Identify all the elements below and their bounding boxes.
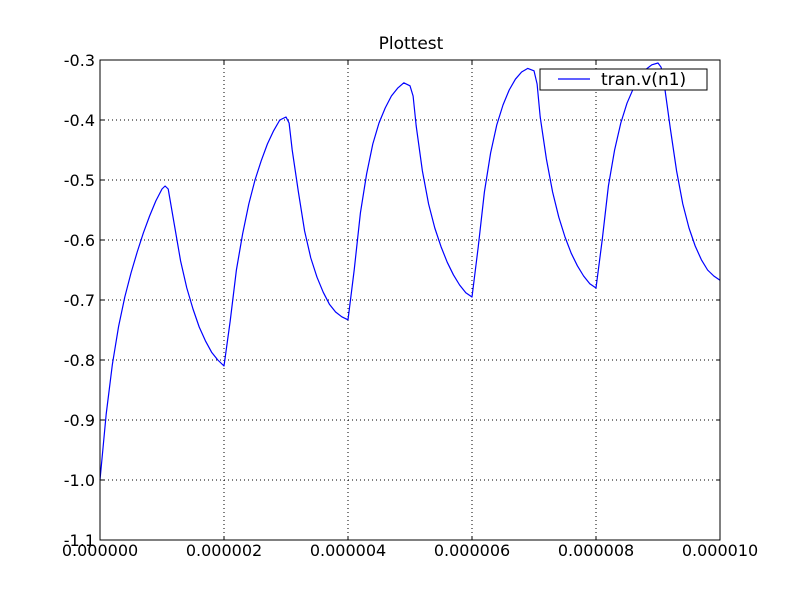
series-line — [99, 62, 721, 481]
tick-layer: 0.000000 0.000002 0.000004 0.000006 0.000008… — [62, 51, 758, 560]
legend: tran.v(n1) — [539, 68, 708, 91]
y-tick-label: -1.0 — [64, 471, 95, 490]
x-tick-label: 0.000010 — [682, 541, 758, 560]
x-tick-label: 0.000008 — [558, 541, 634, 560]
y-tick-label: -0.7 — [64, 291, 95, 310]
y-tick-label: -0.6 — [64, 231, 95, 250]
chart-title: Plottest — [379, 34, 444, 54]
y-tick-label: -0.9 — [64, 411, 95, 430]
x-tick-label: 0.000006 — [434, 541, 510, 560]
y-tick-label: -0.5 — [64, 171, 95, 190]
y-tick-label: -1.1 — [64, 531, 95, 550]
x-tick-label: 0.000004 — [310, 541, 386, 560]
grid-layer — [100, 60, 720, 540]
x-tick-label: 0.000002 — [186, 541, 262, 560]
y-tick-label: -0.4 — [64, 111, 95, 130]
x-tick-label: 0.000000 — [62, 541, 138, 560]
y-tick-label: -0.3 — [64, 51, 95, 70]
legend-box — [539, 68, 708, 91]
series-layer — [99, 62, 721, 481]
y-tick-label: -0.8 — [64, 351, 95, 370]
legend-label: tran.v(n1) — [601, 70, 686, 90]
